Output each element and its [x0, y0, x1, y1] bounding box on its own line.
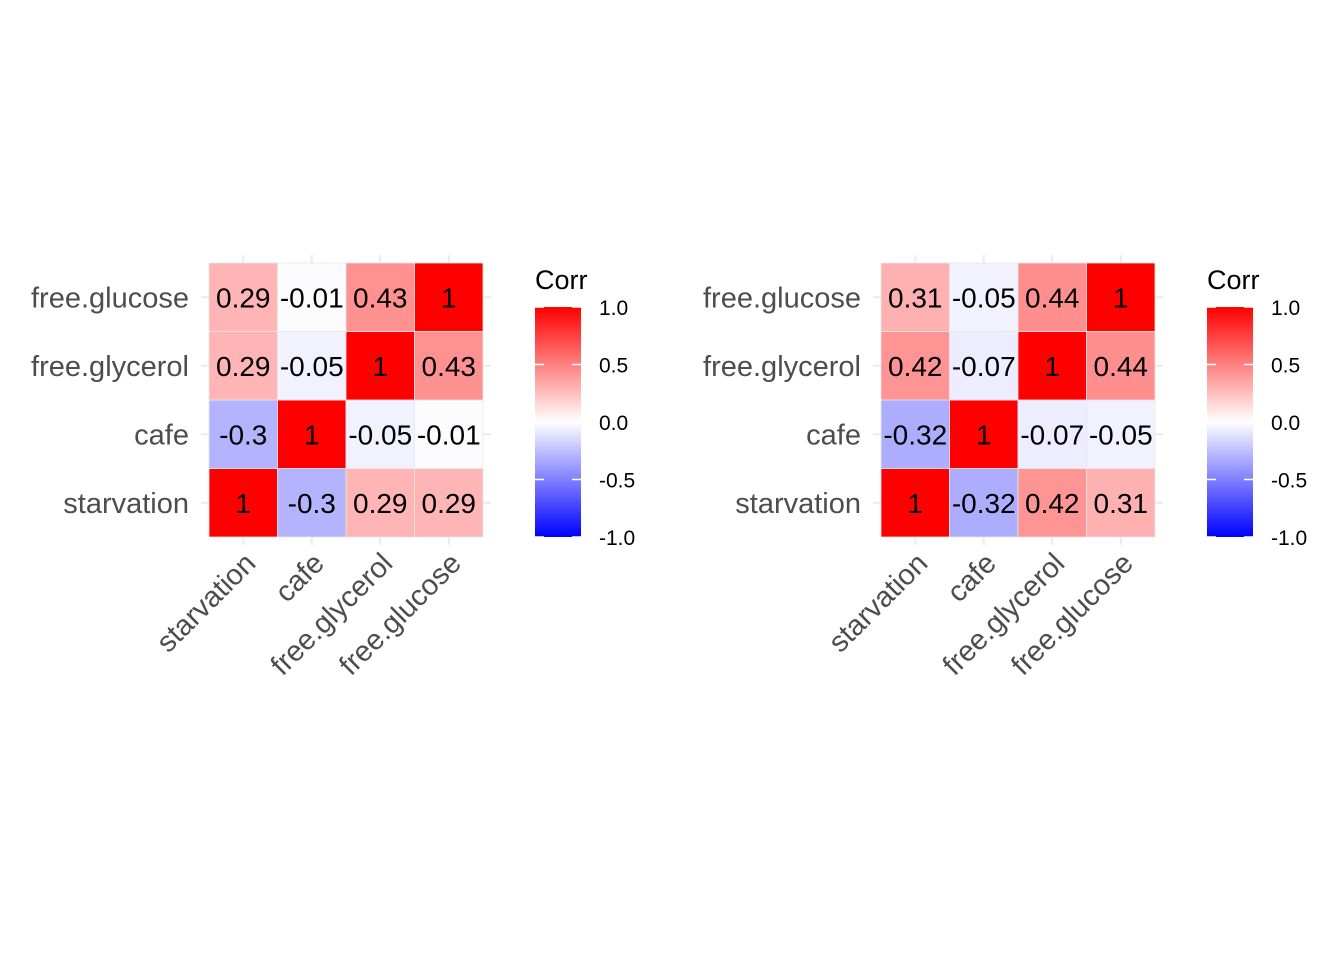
heatmap-cell [414, 262, 484, 332]
heatmap-panel-2: 1-0.320.420.31-0.321-0.07-0.050.42-0.071… [703, 255, 1307, 682]
heatmap-cell [880, 331, 950, 401]
heatmap-cell [949, 262, 1019, 332]
heatmap-cell [949, 468, 1019, 538]
color-legend: Corr 1.0 0.5 0.0 -0.5 -1.0 [535, 265, 635, 550]
heatmap-cell [1017, 262, 1087, 332]
cell-value-label: 0.31 [888, 282, 943, 313]
heatmap-cell [277, 262, 347, 332]
cell-value-label: -0.32 [883, 419, 947, 450]
legend-tick-label: 0.5 [599, 355, 628, 378]
cell-value-label: 1 [1044, 351, 1060, 382]
x-tick-label: cafe [941, 547, 1002, 608]
heatmap-cell [414, 468, 484, 538]
heatmap-cell [880, 262, 950, 332]
cell-value-label: 1 [907, 488, 923, 519]
cell-value-label: -0.07 [952, 351, 1016, 382]
x-tick-label: cafe [269, 547, 330, 608]
y-tick-label: starvation [63, 488, 189, 520]
legend-tick-label: -0.5 [1271, 470, 1307, 493]
color-legend: Corr 1.0 0.5 0.0 -0.5 -1.0 [1207, 265, 1307, 550]
legend-tick-label: -1.0 [1271, 527, 1307, 550]
legend-title: Corr [1207, 265, 1260, 295]
cell-value-label: -0.05 [1089, 419, 1153, 450]
heatmap-cell [208, 331, 278, 401]
cell-value-label: 0.29 [422, 488, 477, 519]
heatmap-cell [1086, 468, 1156, 538]
legend-tick-label: -1.0 [599, 527, 635, 550]
y-tick-label: free.glycerol [703, 351, 861, 383]
legend-tick-label: -0.5 [599, 470, 635, 493]
cell-value-label: -0.01 [417, 419, 481, 450]
cell-value-label: -0.3 [219, 419, 267, 450]
x-tick-label: starvation [151, 547, 263, 659]
y-tick-label: free.glucose [703, 282, 861, 314]
heatmap-cell [208, 399, 278, 469]
cell-value-label: -0.01 [280, 282, 344, 313]
heatmap-cell [414, 331, 484, 401]
cell-value-label: 0.44 [1025, 282, 1080, 313]
heatmap-cell [880, 399, 950, 469]
heatmap-cell [949, 399, 1019, 469]
y-tick-label: cafe [134, 419, 189, 451]
heatmap-cell [208, 468, 278, 538]
legend-tick-label: 0.0 [1271, 412, 1300, 435]
cell-value-label: 1 [235, 488, 251, 519]
cell-value-label: -0.05 [280, 351, 344, 382]
cell-value-label: 0.29 [216, 351, 271, 382]
cell-value-label: 1 [976, 419, 992, 450]
heatmap-cell [1086, 331, 1156, 401]
legend-tick-label: 0.0 [599, 412, 628, 435]
y-tick-label: free.glycerol [31, 351, 189, 383]
cell-value-label: 1 [441, 282, 457, 313]
cell-value-label: -0.3 [288, 488, 336, 519]
cell-value-label: -0.05 [952, 282, 1016, 313]
cell-value-label: 0.44 [1094, 351, 1149, 382]
cell-value-label: 0.42 [1025, 488, 1080, 519]
x-tick-label: starvation [823, 547, 935, 659]
cell-value-label: 1 [304, 419, 320, 450]
legend-tick-label: 1.0 [599, 297, 628, 320]
heatmap-cell [345, 262, 415, 332]
legend-tick-label: 1.0 [1271, 297, 1300, 320]
y-tick-label: cafe [806, 419, 861, 451]
heatmap-cell [1017, 468, 1087, 538]
cell-value-label: -0.05 [348, 419, 412, 450]
cell-value-label: 0.43 [422, 351, 477, 382]
cell-value-label: 0.31 [1094, 488, 1149, 519]
heatmap-cell [1017, 331, 1087, 401]
heatmap-panel-1: 1-0.30.290.29-0.31-0.05-0.010.29-0.0510.… [31, 255, 635, 682]
cell-value-label: 1 [372, 351, 388, 382]
cell-value-label: -0.32 [952, 488, 1016, 519]
cell-value-label: 0.43 [353, 282, 408, 313]
heatmap-cell [1086, 262, 1156, 332]
legend-tick-label: 0.5 [1271, 355, 1300, 378]
cell-value-label: -0.07 [1020, 419, 1084, 450]
cell-value-label: 0.29 [353, 488, 408, 519]
cell-value-label: 0.42 [888, 351, 943, 382]
heatmap-cell [880, 468, 950, 538]
legend-title: Corr [535, 265, 588, 295]
cell-value-label: 1 [1113, 282, 1129, 313]
heatmap-cell [345, 468, 415, 538]
heatmap-cell [345, 331, 415, 401]
cell-value-label: 0.29 [216, 282, 271, 313]
y-tick-label: starvation [735, 488, 861, 520]
y-tick-label: free.glucose [31, 282, 189, 314]
